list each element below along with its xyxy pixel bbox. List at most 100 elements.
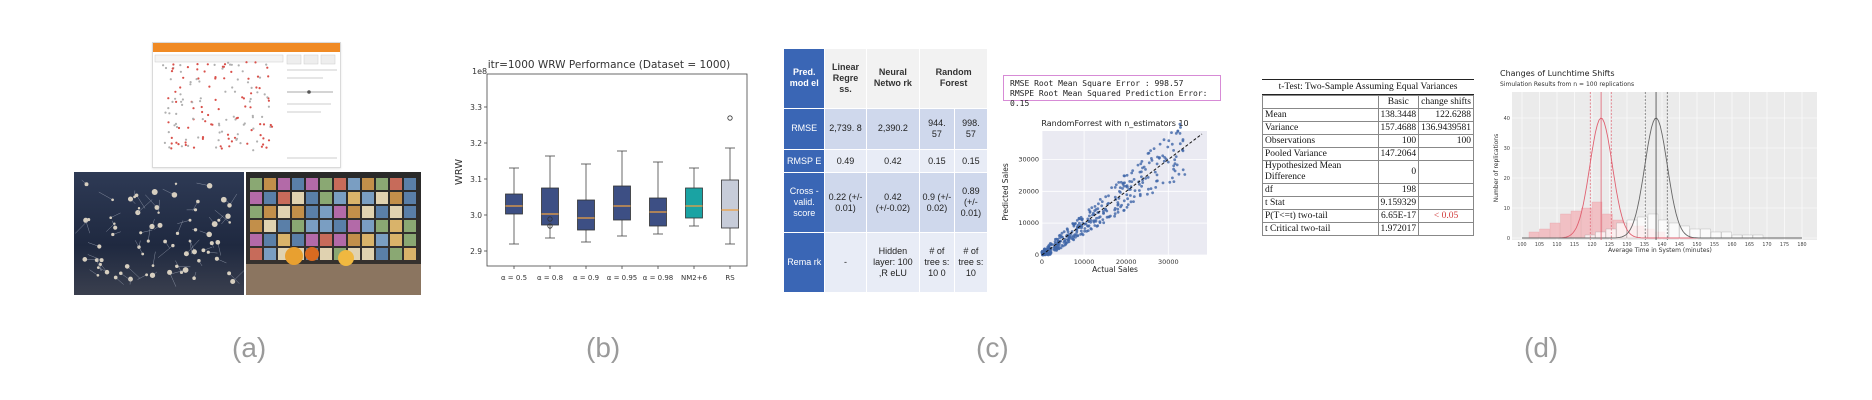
histogram-bar: [1539, 228, 1550, 239]
network-node: [134, 193, 139, 198]
embedding-point: [249, 106, 252, 109]
y-tick-label: 3.0: [470, 211, 482, 220]
network-edge: [229, 193, 238, 206]
network-node: [174, 182, 178, 186]
row-label: Cross -valid. score: [782, 172, 826, 234]
embedding-point: [168, 146, 171, 149]
histogram-bar: [1549, 222, 1561, 239]
x-tick-label: 180: [1797, 242, 1806, 248]
scatter-point: [1177, 172, 1181, 176]
table-cell: df: [1262, 183, 1379, 197]
scatter-point: [1105, 209, 1109, 213]
embedding-point: [256, 140, 259, 143]
y-tick-label: 20000: [1018, 187, 1039, 195]
x-tick-label: α = 0.98: [643, 274, 674, 282]
scatter-point: [1102, 221, 1106, 225]
image-tile: [264, 234, 276, 246]
embedding-point: [244, 105, 247, 108]
floor: [246, 264, 421, 295]
network-node: [113, 222, 116, 225]
embedding-point: [223, 63, 227, 66]
table-row: Hypothesized Mean Difference 0: [1262, 160, 1474, 184]
scatter-point: [1054, 237, 1057, 241]
image-tile: [404, 220, 416, 232]
image-tile: [306, 220, 318, 232]
network-edge: [98, 191, 113, 200]
image-tile: [404, 178, 416, 190]
network-node: [104, 269, 110, 275]
network-node: [111, 198, 114, 202]
image-tile: [306, 192, 318, 204]
box: [541, 187, 559, 226]
scatter-point: [1107, 201, 1110, 205]
network-node: [149, 272, 156, 278]
table-cell: P(T<=t) two-tail: [1262, 209, 1379, 223]
embedding-point: [230, 63, 233, 66]
network-node: [230, 278, 236, 285]
network-node: [97, 244, 102, 249]
embedding-point: [220, 130, 224, 133]
embedding-point: [182, 76, 185, 79]
table-cell: 0.15: [953, 149, 989, 174]
histogram-bar: [1616, 222, 1627, 239]
table-row: Basic change shifts: [1262, 95, 1474, 109]
boxplot-y-axis-label: WRW: [454, 159, 465, 185]
network-node: [192, 276, 196, 280]
image-tile: [320, 234, 332, 246]
embedding-point: [192, 117, 195, 120]
scatter-point: [1063, 239, 1067, 243]
table-cell: 136.9439581: [1418, 121, 1474, 135]
scatter-point: [1122, 184, 1126, 188]
embedding-point: [174, 122, 178, 125]
scatter-point: [1095, 224, 1099, 228]
caption-b: (b): [586, 332, 621, 363]
scatter-point: [1150, 157, 1153, 160]
table-header-cell: Pred. mod el: [782, 48, 826, 109]
image-tile: [348, 234, 360, 246]
scatter-point: [1063, 243, 1067, 247]
scatter-point: [1119, 205, 1122, 209]
table-cell: 147.2064: [1377, 147, 1420, 161]
table-cell: 2,739. 8: [824, 107, 867, 151]
network-edge: [232, 270, 244, 282]
scatter-point: [1147, 187, 1150, 191]
analysis-app-screenshot: [152, 42, 341, 168]
scatter-point: [1093, 205, 1097, 208]
embedding-point: [179, 86, 182, 89]
image-tile: [320, 178, 332, 190]
immersive-wall-svg: [246, 178, 421, 295]
embedding-point: [267, 99, 270, 102]
x-tick-label: 175: [1780, 242, 1789, 248]
network-node: [113, 225, 118, 230]
histogram-bar: [1689, 228, 1701, 239]
table-cell: [1418, 160, 1474, 184]
scatter-point: [1119, 180, 1123, 184]
prediction-model-table: Pred. mod el Linear Regre ss. Neural Net…: [782, 48, 989, 293]
embedding-point: [177, 126, 181, 130]
network-edge: [137, 274, 147, 280]
embedding-point: [230, 70, 233, 73]
error-metrics-box: RMSE Root Mean Square Error : 998.57 RMS…: [1003, 75, 1221, 108]
embedding-point: [270, 125, 274, 128]
image-tile: [306, 234, 318, 246]
image-tile: [334, 178, 346, 190]
x-tick-label: α = 0.8: [537, 274, 563, 282]
scatter-point: [1101, 218, 1105, 221]
scatter-point: [1128, 180, 1132, 183]
network-edge: [177, 220, 184, 234]
x-tick-label: 125: [1605, 242, 1614, 248]
embedding-point: [180, 100, 183, 103]
scatter-point: [1086, 217, 1090, 221]
embedding-point: [163, 141, 166, 144]
image-tile: [250, 248, 262, 260]
rmspe-line: RMSPE Root Mean Squared Prediction Error…: [1010, 89, 1208, 108]
histogram-bar: [1721, 231, 1732, 239]
table-cell: 100: [1377, 134, 1420, 148]
embedding-point: [204, 120, 207, 123]
scatter-point: [1144, 168, 1147, 171]
scatter-point: [1118, 186, 1122, 189]
embedding-point: [175, 125, 179, 129]
scatter-point: [1062, 230, 1066, 234]
scatter-point: [1060, 244, 1064, 247]
y-tick-label: 0: [1507, 236, 1510, 242]
